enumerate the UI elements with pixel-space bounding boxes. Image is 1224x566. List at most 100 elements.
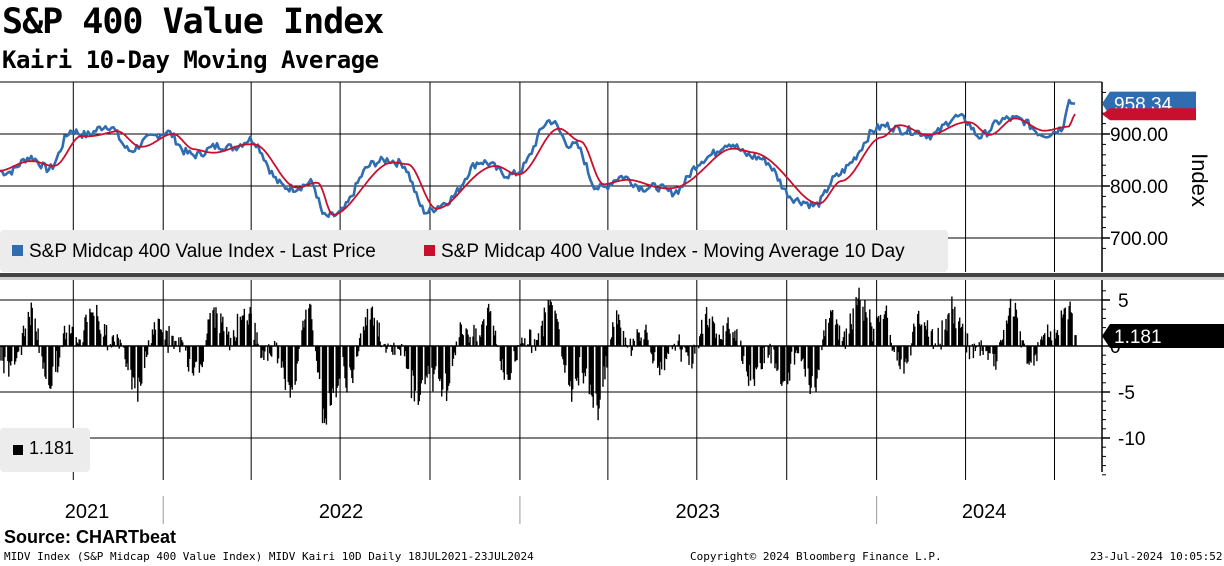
kairi-bar — [930, 331, 933, 346]
kairi-bar — [508, 346, 510, 380]
kairi-bar — [263, 346, 265, 361]
kairi-bar — [622, 330, 625, 346]
kairi-bar — [267, 346, 269, 361]
kairi-bar — [141, 346, 143, 384]
kairi-bar — [315, 346, 318, 361]
kairi-bar — [631, 346, 634, 351]
kairi-bar — [7, 346, 9, 362]
kairi-bar — [1008, 307, 1011, 346]
kairi-bar — [280, 346, 283, 368]
kairi-bar — [978, 342, 980, 346]
kairi-bar — [253, 339, 255, 346]
kairi-bar — [37, 328, 39, 346]
kairi-bar — [1009, 298, 1012, 346]
kairi-bar — [316, 346, 319, 373]
kairi-bar — [793, 346, 796, 365]
kairi-bar — [773, 346, 775, 350]
kairi-bar — [407, 346, 410, 369]
kairi-bar — [639, 340, 641, 346]
kairi-bar — [383, 344, 385, 346]
kairi-bar — [90, 312, 92, 346]
kairi-bar — [1043, 334, 1045, 346]
legend-item-last-price[interactable]: S&P Midcap 400 Value Index - Last Price — [12, 241, 376, 263]
kairi-bar — [866, 317, 868, 346]
kairi-bar — [836, 323, 839, 346]
kairi-bar — [332, 346, 334, 393]
kairi-bar — [102, 336, 105, 346]
kairi-bar — [399, 346, 402, 356]
kairi-bar — [51, 346, 53, 386]
kairi-bar — [346, 346, 348, 393]
kairi-bar — [701, 333, 704, 346]
kairi-bar — [864, 299, 866, 346]
kairi-bar — [961, 323, 964, 346]
series-moving-average — [0, 113, 1076, 216]
kairi-bar — [281, 346, 284, 362]
kairi-bar — [571, 346, 573, 402]
kairi-bar — [48, 346, 50, 386]
kairi-bar — [418, 346, 420, 402]
kairi-bar — [105, 325, 108, 346]
kairi-bar — [184, 346, 187, 351]
kairi-bar — [851, 329, 853, 346]
kairi-bar — [856, 305, 858, 346]
legend-item-moving-average[interactable]: S&P Midcap 400 Value Index - Moving Aver… — [424, 241, 905, 263]
kairi-bar — [980, 340, 982, 346]
kairi-bar — [883, 314, 886, 346]
kairi-bar — [63, 325, 66, 346]
kairi-bar — [21, 333, 24, 346]
kairi-bar — [140, 346, 142, 386]
kairi-bar — [700, 333, 702, 346]
kairi-bar — [558, 329, 560, 346]
kairi-bar — [725, 331, 727, 346]
kairi-bar — [99, 333, 102, 346]
kairi-bar — [940, 346, 942, 350]
kairi-bar — [875, 316, 878, 346]
kairi-bar — [243, 308, 246, 346]
kairi-bar — [855, 297, 857, 346]
kairi-bar — [759, 346, 762, 364]
kairi-bar — [646, 332, 648, 346]
kairi-bar — [643, 339, 645, 346]
kairi-bar — [262, 346, 264, 351]
kairi-bar — [397, 346, 399, 349]
kairi-bar — [691, 346, 693, 369]
kairi-bar — [848, 333, 850, 346]
kairi-bar — [821, 346, 823, 351]
kairi-bar — [410, 346, 413, 399]
kairi-bar — [834, 324, 837, 346]
kairi-bar — [365, 325, 368, 346]
kairi-bar — [331, 346, 333, 389]
kairi-bar — [904, 346, 906, 363]
kairi-bar — [362, 326, 365, 346]
kairi-bar — [541, 320, 544, 346]
kairi-bar — [606, 346, 608, 368]
kairi-bar — [1053, 328, 1056, 346]
kairi-bar — [893, 346, 895, 353]
kairi-bar — [517, 345, 519, 346]
kairi-bar — [687, 346, 689, 356]
kairi-bar — [927, 336, 930, 346]
kairi-bar — [180, 337, 182, 346]
kairi-bar — [700, 319, 703, 346]
kairi-bar — [130, 346, 132, 370]
kairi-bar — [466, 329, 468, 346]
kairi-bar — [222, 316, 224, 346]
kairi-bar — [667, 346, 670, 354]
kairi-bar — [873, 328, 875, 346]
kairi-bar — [41, 346, 43, 357]
kairi-bar — [17, 346, 20, 352]
kairi-bar — [438, 346, 440, 379]
price-axis-label: 700.00 — [1110, 229, 1168, 250]
kairi-bar — [125, 346, 127, 367]
kairi-bar — [153, 322, 156, 346]
kairi-bar — [604, 346, 606, 380]
kairi-bar — [44, 346, 46, 377]
kairi-bar — [858, 287, 860, 346]
kairi-bar — [933, 346, 935, 347]
kairi-bar — [794, 346, 797, 353]
kairi-bar — [527, 344, 529, 346]
kairi-bar — [414, 346, 417, 391]
kairi-bar — [14, 346, 17, 362]
kairi-bar — [556, 318, 558, 346]
